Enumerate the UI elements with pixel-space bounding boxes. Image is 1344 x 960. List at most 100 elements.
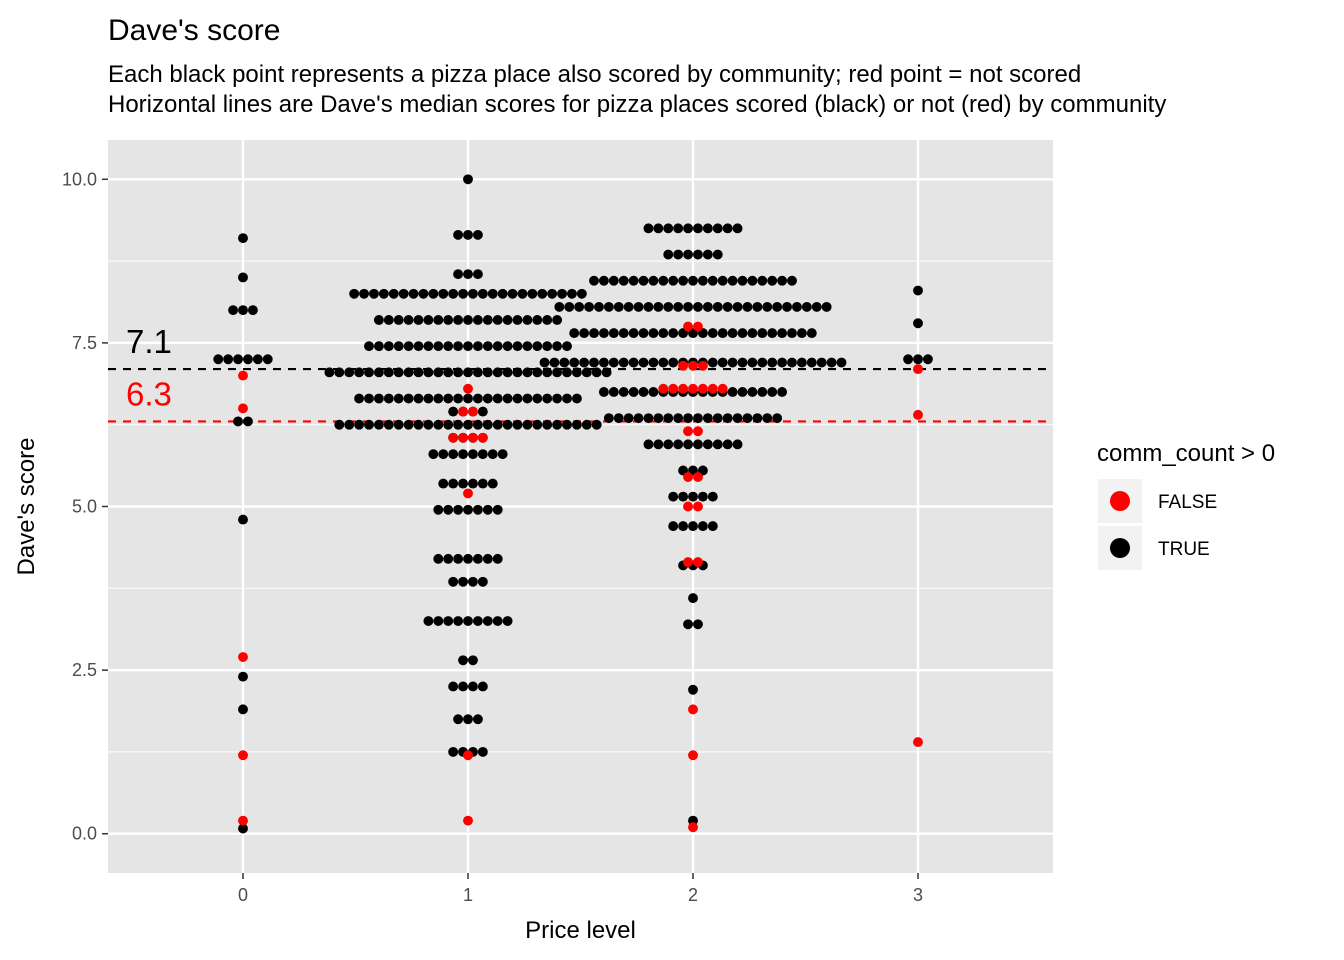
data-point-true <box>747 328 758 339</box>
data-point-true <box>502 367 513 378</box>
data-point-true <box>757 328 768 339</box>
y-tick-label: 5.0 <box>72 497 97 517</box>
data-point-true <box>663 413 674 424</box>
data-point-false <box>693 426 703 437</box>
data-point-true <box>537 288 548 299</box>
data-point-true <box>742 301 753 312</box>
data-point-true <box>722 413 733 424</box>
data-point-true <box>608 275 619 286</box>
data-point-true <box>482 616 493 626</box>
data-point-true <box>463 269 473 280</box>
data-point-true <box>653 439 664 450</box>
data-point-true <box>648 328 659 339</box>
data-point-true <box>693 301 703 312</box>
data-point-true <box>683 619 693 630</box>
data-point-true <box>633 413 644 424</box>
data-point-true <box>334 367 345 378</box>
data-point-true <box>448 478 459 489</box>
data-point-true <box>388 288 399 299</box>
data-point-true <box>477 746 488 757</box>
data-point-true <box>643 413 654 424</box>
legend-label-false: FALSE <box>1158 492 1217 513</box>
data-point-true <box>423 419 434 430</box>
data-point-true <box>443 504 454 515</box>
data-point-false <box>683 321 693 332</box>
data-point-true <box>472 393 483 404</box>
data-point-true <box>482 367 493 378</box>
data-point-true <box>922 354 933 365</box>
data-point-true <box>787 328 797 339</box>
data-point-true <box>463 174 473 185</box>
data-point-true <box>492 341 503 352</box>
data-point-true <box>477 576 488 587</box>
data-point-false <box>697 383 708 394</box>
data-point-true <box>233 416 243 427</box>
data-point-true <box>623 413 634 424</box>
data-point-true <box>487 288 498 299</box>
data-point-true <box>463 341 473 352</box>
data-point-true <box>472 367 483 378</box>
data-point-true <box>552 419 563 430</box>
data-point-true <box>598 328 609 339</box>
data-point-true <box>727 275 738 286</box>
data-point-true <box>683 249 693 260</box>
data-point-false <box>463 750 473 761</box>
data-point-true <box>453 393 464 404</box>
data-point-true <box>423 393 434 404</box>
data-point-true <box>737 357 748 368</box>
data-point-true <box>663 301 674 312</box>
median-labels: 7.16.3 <box>126 323 172 412</box>
data-point-true <box>777 275 788 286</box>
data-point-true <box>574 301 585 312</box>
data-point-true <box>712 301 723 312</box>
data-point-true <box>562 367 572 378</box>
data-point-true <box>403 393 414 404</box>
data-point-true <box>821 301 832 312</box>
data-point-true <box>453 341 464 352</box>
data-point-true <box>532 315 543 325</box>
data-point-true <box>648 357 659 368</box>
data-point-false <box>683 557 693 568</box>
data-point-false <box>238 750 248 761</box>
data-point-true <box>383 419 394 430</box>
data-point-true <box>737 328 748 339</box>
data-point-true <box>492 553 503 564</box>
legend: comm_count > 0 FALSE TRUE <box>1097 440 1275 570</box>
data-point-true <box>463 315 473 325</box>
data-point-true <box>737 387 748 397</box>
data-point-true <box>658 328 669 339</box>
data-point-true <box>364 341 374 352</box>
x-tick-label: 3 <box>913 885 923 905</box>
data-point-false <box>688 750 698 761</box>
x-tick-label: 2 <box>688 885 698 905</box>
data-point-true <box>532 367 543 378</box>
data-point-true <box>552 315 563 325</box>
data-point-true <box>472 341 483 352</box>
data-point-false <box>678 383 689 394</box>
data-point-false <box>683 426 693 437</box>
data-point-true <box>628 328 639 339</box>
data-point-true <box>772 301 783 312</box>
data-point-true <box>638 275 649 286</box>
data-point-true <box>378 288 389 299</box>
data-point-false <box>913 364 923 375</box>
data-point-true <box>608 387 619 397</box>
data-point-true <box>567 288 577 299</box>
data-point-true <box>532 419 543 430</box>
data-point-true <box>653 223 664 234</box>
data-point-true <box>618 275 629 286</box>
data-point-true <box>477 681 488 692</box>
x-tick-label: 1 <box>463 885 473 905</box>
data-point-true <box>757 387 768 397</box>
data-point-true <box>393 367 404 378</box>
data-point-true <box>688 521 698 532</box>
data-point-true <box>913 285 923 296</box>
data-point-true <box>413 393 424 404</box>
data-point-true <box>547 288 558 299</box>
data-point-true <box>364 367 374 378</box>
data-point-false <box>693 501 703 512</box>
data-point-true <box>762 301 773 312</box>
data-point-true <box>448 681 459 692</box>
data-point-true <box>618 357 629 368</box>
data-point-true <box>477 406 488 417</box>
